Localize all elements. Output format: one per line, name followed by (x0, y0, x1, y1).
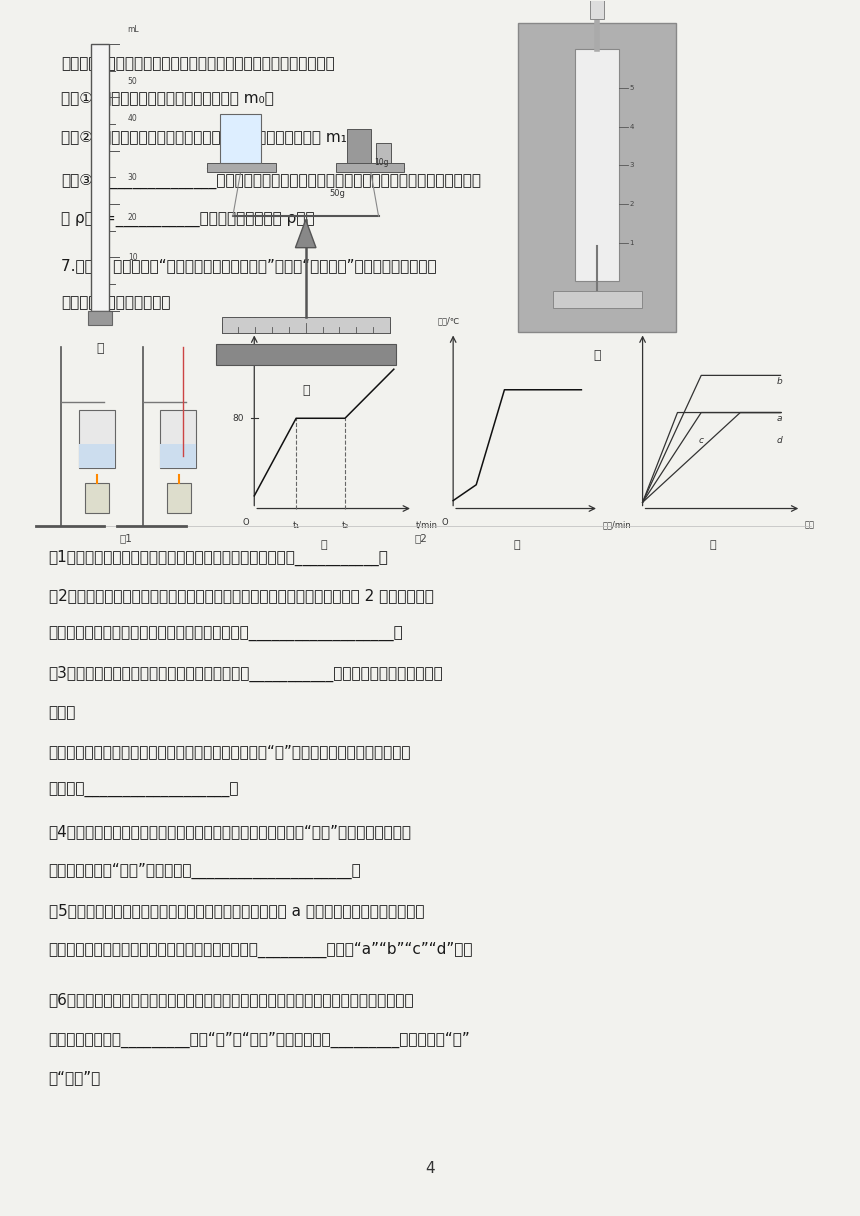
Text: 或“不能”）: 或“不能”） (48, 1070, 101, 1085)
Text: 50: 50 (128, 77, 138, 85)
Bar (167, 483, 191, 513)
Text: 4: 4 (630, 124, 634, 129)
Bar (335, 163, 404, 173)
Bar (220, 114, 261, 163)
Text: O: O (243, 518, 249, 528)
Text: 整杯水加热，则水的温度与时间的关系图象正确的是_________（选填“a”“b”“c”“d”）。: 整杯水加热，则水的温度与时间的关系图象正确的是_________（选填“a”“b… (48, 941, 473, 958)
Text: t/min: t/min (416, 520, 439, 530)
Bar (518, 23, 677, 332)
Text: 2: 2 (630, 201, 634, 207)
Bar (207, 163, 276, 173)
Text: 3: 3 (630, 162, 634, 168)
Text: b: b (777, 377, 783, 385)
Text: 甲: 甲 (321, 540, 328, 550)
Text: （3）探究海波燕化过程的关鍵是要保证海波受热___________；而探究水的永腾的关鍵要: （3）探究海波燕化过程的关鍵是要保证海波受热___________；而探究水的永… (48, 666, 443, 682)
Text: 方案二仅用天平、小玻璃瓶（有盖）和水测酸奶密度。实验过程如下: 方案二仅用天平、小玻璃瓶（有盖）和水测酸奶密度。实验过程如下 (61, 56, 335, 71)
Text: O: O (441, 518, 448, 528)
Bar (85, 483, 109, 513)
Text: 步骤③：_______________。请完善实验步骤并用测量得到的物理量符号表示酸奶密度的表达: 步骤③：_______________。请完善实验步骤并用测量得到的物理量符号表… (61, 174, 482, 188)
Text: 30: 30 (128, 173, 138, 182)
Text: 5: 5 (630, 85, 634, 91)
Bar (78, 444, 114, 468)
Text: （6）将盛水的试管放入有水的烧杯中，用酒精灯给烧杯加热，如右图所示，水在烧杯中永: （6）将盛水的试管放入有水的烧杯中，用酒精灯给烧杯加热，如右图所示，水在烧杯中永 (48, 992, 415, 1008)
Text: 20: 20 (128, 213, 138, 221)
Text: 的质量和___________________。: 的质量和___________________。 (48, 783, 239, 798)
Text: 图2: 图2 (415, 533, 428, 542)
Text: 丁: 丁 (709, 540, 716, 550)
Text: 7.如图 1 分别是探究“海波燕化时温度变化规律”和探究“水的永腾”的实验装置，比较两: 7.如图 1 分别是探究“海波燕化时温度变化规律”和探究“水的永腾”的实验装置，… (61, 259, 437, 274)
Bar (91, 44, 109, 311)
Bar (553, 291, 642, 308)
Text: 40: 40 (128, 114, 138, 123)
Text: d: d (777, 435, 783, 445)
Text: t₂: t₂ (341, 520, 348, 530)
Text: 时间: 时间 (805, 520, 814, 530)
Text: 50g: 50g (329, 188, 346, 197)
Text: （4）郭明同学在家中观察水壶中的水永腾时，从壶嘴噴出一股“白气”，在最靠近壶嘴的: （4）郭明同学在家中观察水壶中的水永腾时，从壶嘴噴出一股“白气”，在最靠近壶嘴的 (48, 824, 412, 839)
Text: 10g: 10g (374, 158, 389, 167)
Bar (78, 410, 114, 468)
Text: a: a (777, 415, 782, 423)
Text: 步骤①：天平测出小玻璃瓶（含盖）的质量 m₀；: 步骤①：天平测出小玻璃瓶（含盖）的质量 m₀； (61, 90, 274, 105)
Text: 甲: 甲 (96, 343, 104, 355)
Text: （2）两个实验都用图象很直观的反映了物质的温度随时间的变化情况，如图 2 甲、乙所示，: （2）两个实验都用图象很直观的反映了物质的温度随时间的变化情况，如图 2 甲、乙… (48, 589, 433, 603)
Bar (222, 317, 390, 333)
Text: 腾，试管中的水将_________（填“能”或“不能”）达到永点，_________永腾。（填“能”: 腾，试管中的水将_________（填“能”或“不能”）达到永点，_______… (48, 1031, 470, 1048)
Text: （5）给半杯水加热，水的温度与时间的关系图象如图丁中 a 所示，若其他条件不变，给一: （5）给半杯水加热，水的温度与时间的关系图象如图丁中 a 所示，若其他条件不变，… (48, 902, 424, 918)
Text: 两图象反映出海波燕化和水永腾时的共同特点是：___________________。: 两图象反映出海波燕化和水永腾时的共同特点是：__________________… (48, 627, 403, 642)
Text: 温度: 温度 (633, 316, 643, 326)
Text: 地方反而看不见“白气”，这是由于_____________________。: 地方反而看不见“白气”，这是由于_____________________。 (48, 863, 361, 879)
Bar (376, 143, 391, 163)
Text: t/℃: t/℃ (242, 316, 258, 326)
Text: 乙: 乙 (514, 540, 520, 550)
Text: 缩短水永腾的时间。为了加速水的永腾，我们通常是在“水”上做文章，可以尽可能减少水: 缩短水永腾的时间。为了加速水的永腾，我们通常是在“水”上做文章，可以尽可能减少水 (48, 744, 411, 759)
Polygon shape (296, 220, 316, 248)
Text: 个实验，请回答下列问题：: 个实验，请回答下列问题： (61, 295, 171, 310)
Text: mL: mL (128, 24, 139, 34)
Bar (89, 311, 112, 326)
Text: 温度/℃: 温度/℃ (438, 316, 460, 326)
Bar (160, 410, 196, 468)
Text: 丙: 丙 (593, 349, 601, 362)
Text: （1）在上述两个探究实验中，都需要的测量仪器是温度计和___________；: （1）在上述两个探究实验中，都需要的测量仪器是温度计和___________； (48, 550, 389, 565)
Text: 10: 10 (128, 253, 138, 261)
Bar (590, 0, 604, 18)
Text: 图1: 图1 (120, 533, 132, 542)
Text: c: c (698, 435, 703, 445)
Bar (347, 129, 371, 163)
Text: 尽可能: 尽可能 (48, 705, 76, 720)
Text: 时间/min: 时间/min (602, 520, 631, 530)
Bar (216, 343, 396, 365)
Bar (160, 444, 196, 468)
Text: 4: 4 (425, 1161, 435, 1176)
Text: t₁: t₁ (292, 520, 300, 530)
Bar (575, 49, 619, 281)
Text: 步骤②：在瓶内装满水，盖上盖子，用天平测出瓶和水的总质量 m₁；: 步骤②：在瓶内装满水，盖上盖子，用天平测出瓶和水的总质量 m₁； (61, 129, 356, 143)
Text: 1: 1 (630, 240, 634, 246)
Text: 乙: 乙 (302, 383, 310, 396)
Text: 式 ρ酸奶=___________。（已知水的密度为 ρ水）: 式 ρ酸奶=___________。（已知水的密度为 ρ水） (61, 213, 315, 227)
Text: 80: 80 (232, 413, 244, 423)
